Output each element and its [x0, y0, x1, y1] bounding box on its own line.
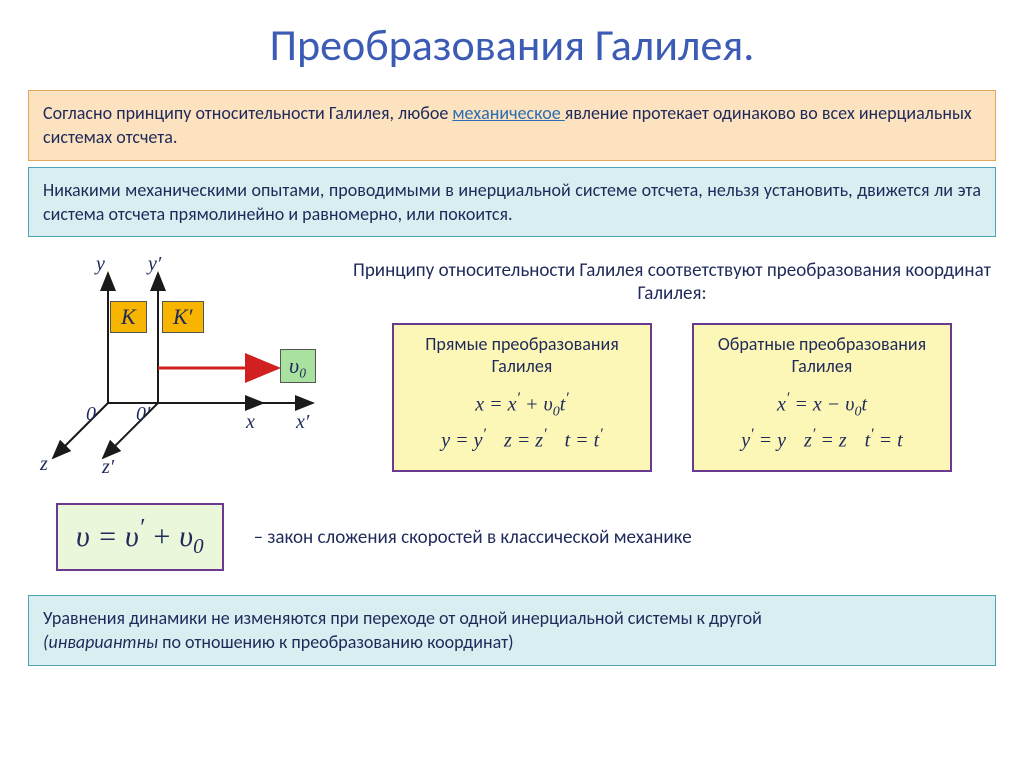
principle-pre: Согласно принципу относительности Галиле…: [43, 102, 452, 124]
statement-box: Никакими механическими опытами, проводим…: [28, 167, 996, 238]
inv-emph: (инвариантны: [43, 631, 158, 653]
O-label: 0: [86, 403, 96, 426]
x-label: x: [246, 411, 255, 434]
inverse-title: Обратные преобразования Галилея: [708, 333, 936, 377]
velocity-law-row: υ = υ′ + υ0 – закон сложения скоростей в…: [0, 493, 1024, 589]
Op-label: 0′: [136, 403, 150, 426]
invariance-box: Уравнения динамики не изменяются при пер…: [28, 595, 996, 666]
Kp-box: K′: [162, 301, 204, 333]
transform-boxes-row: Прямые преобразования Галилея x = x′ + υ…: [348, 323, 996, 471]
middle-section: y y′ 0 0′ x x′ z z′ K K′ υ₀ Принципу отн…: [0, 243, 1024, 493]
inverse-transform-box: Обратные преобразования Галилея x′ = x −…: [692, 323, 952, 471]
v0-box: υ₀: [280, 349, 316, 383]
eq-x: x = x′ + υ0t′: [408, 387, 636, 423]
eq-xp: x′ = x − υ0t: [708, 387, 936, 423]
page-title: Преобразования Галилея.: [0, 0, 1024, 84]
forward-transform-box: Прямые преобразования Галилея x = x′ + υ…: [392, 323, 652, 471]
zp-label: z′: [102, 456, 114, 479]
eq-tp: t′ = t: [865, 423, 903, 456]
transforms-column: Принципу относительности Галилея соответ…: [348, 253, 996, 483]
principle-box: Согласно принципу относительности Галиле…: [28, 90, 996, 161]
K-box: K: [110, 301, 147, 333]
eq-y: y = y′: [441, 423, 486, 456]
inv-rest: по отношению к преобразованию координат): [158, 631, 514, 653]
forward-equations: x = x′ + υ0t′ y = y′ z = z′ t = t′: [408, 387, 636, 455]
yp-label: y′: [148, 253, 161, 276]
eq-zp: z′ = z: [804, 423, 847, 456]
mechanical-link[interactable]: механическое: [452, 102, 564, 124]
forward-title: Прямые преобразования Галилея: [408, 333, 636, 377]
eq-t: t = t′: [565, 423, 603, 456]
y-label: y: [96, 253, 105, 276]
inv-line1: Уравнения динамики не изменяются при пер…: [43, 607, 762, 629]
frames-diagram: y y′ 0 0′ x x′ z z′ K K′ υ₀: [28, 253, 328, 483]
eq-yp: y′ = y: [741, 423, 786, 456]
xp-label: x′: [296, 411, 309, 434]
z-label: z: [40, 453, 48, 476]
inverse-equations: x′ = x − υ0t y′ = y z′ = z t′ = t: [708, 387, 936, 455]
correspondence-text: Принципу относительности Галилея соответ…: [348, 253, 996, 323]
velocity-law-text: – закон сложения скоростей в классическо…: [254, 526, 692, 549]
velocity-formula: υ = υ′ + υ0: [56, 503, 224, 571]
eq-z: z = z′: [504, 423, 547, 456]
